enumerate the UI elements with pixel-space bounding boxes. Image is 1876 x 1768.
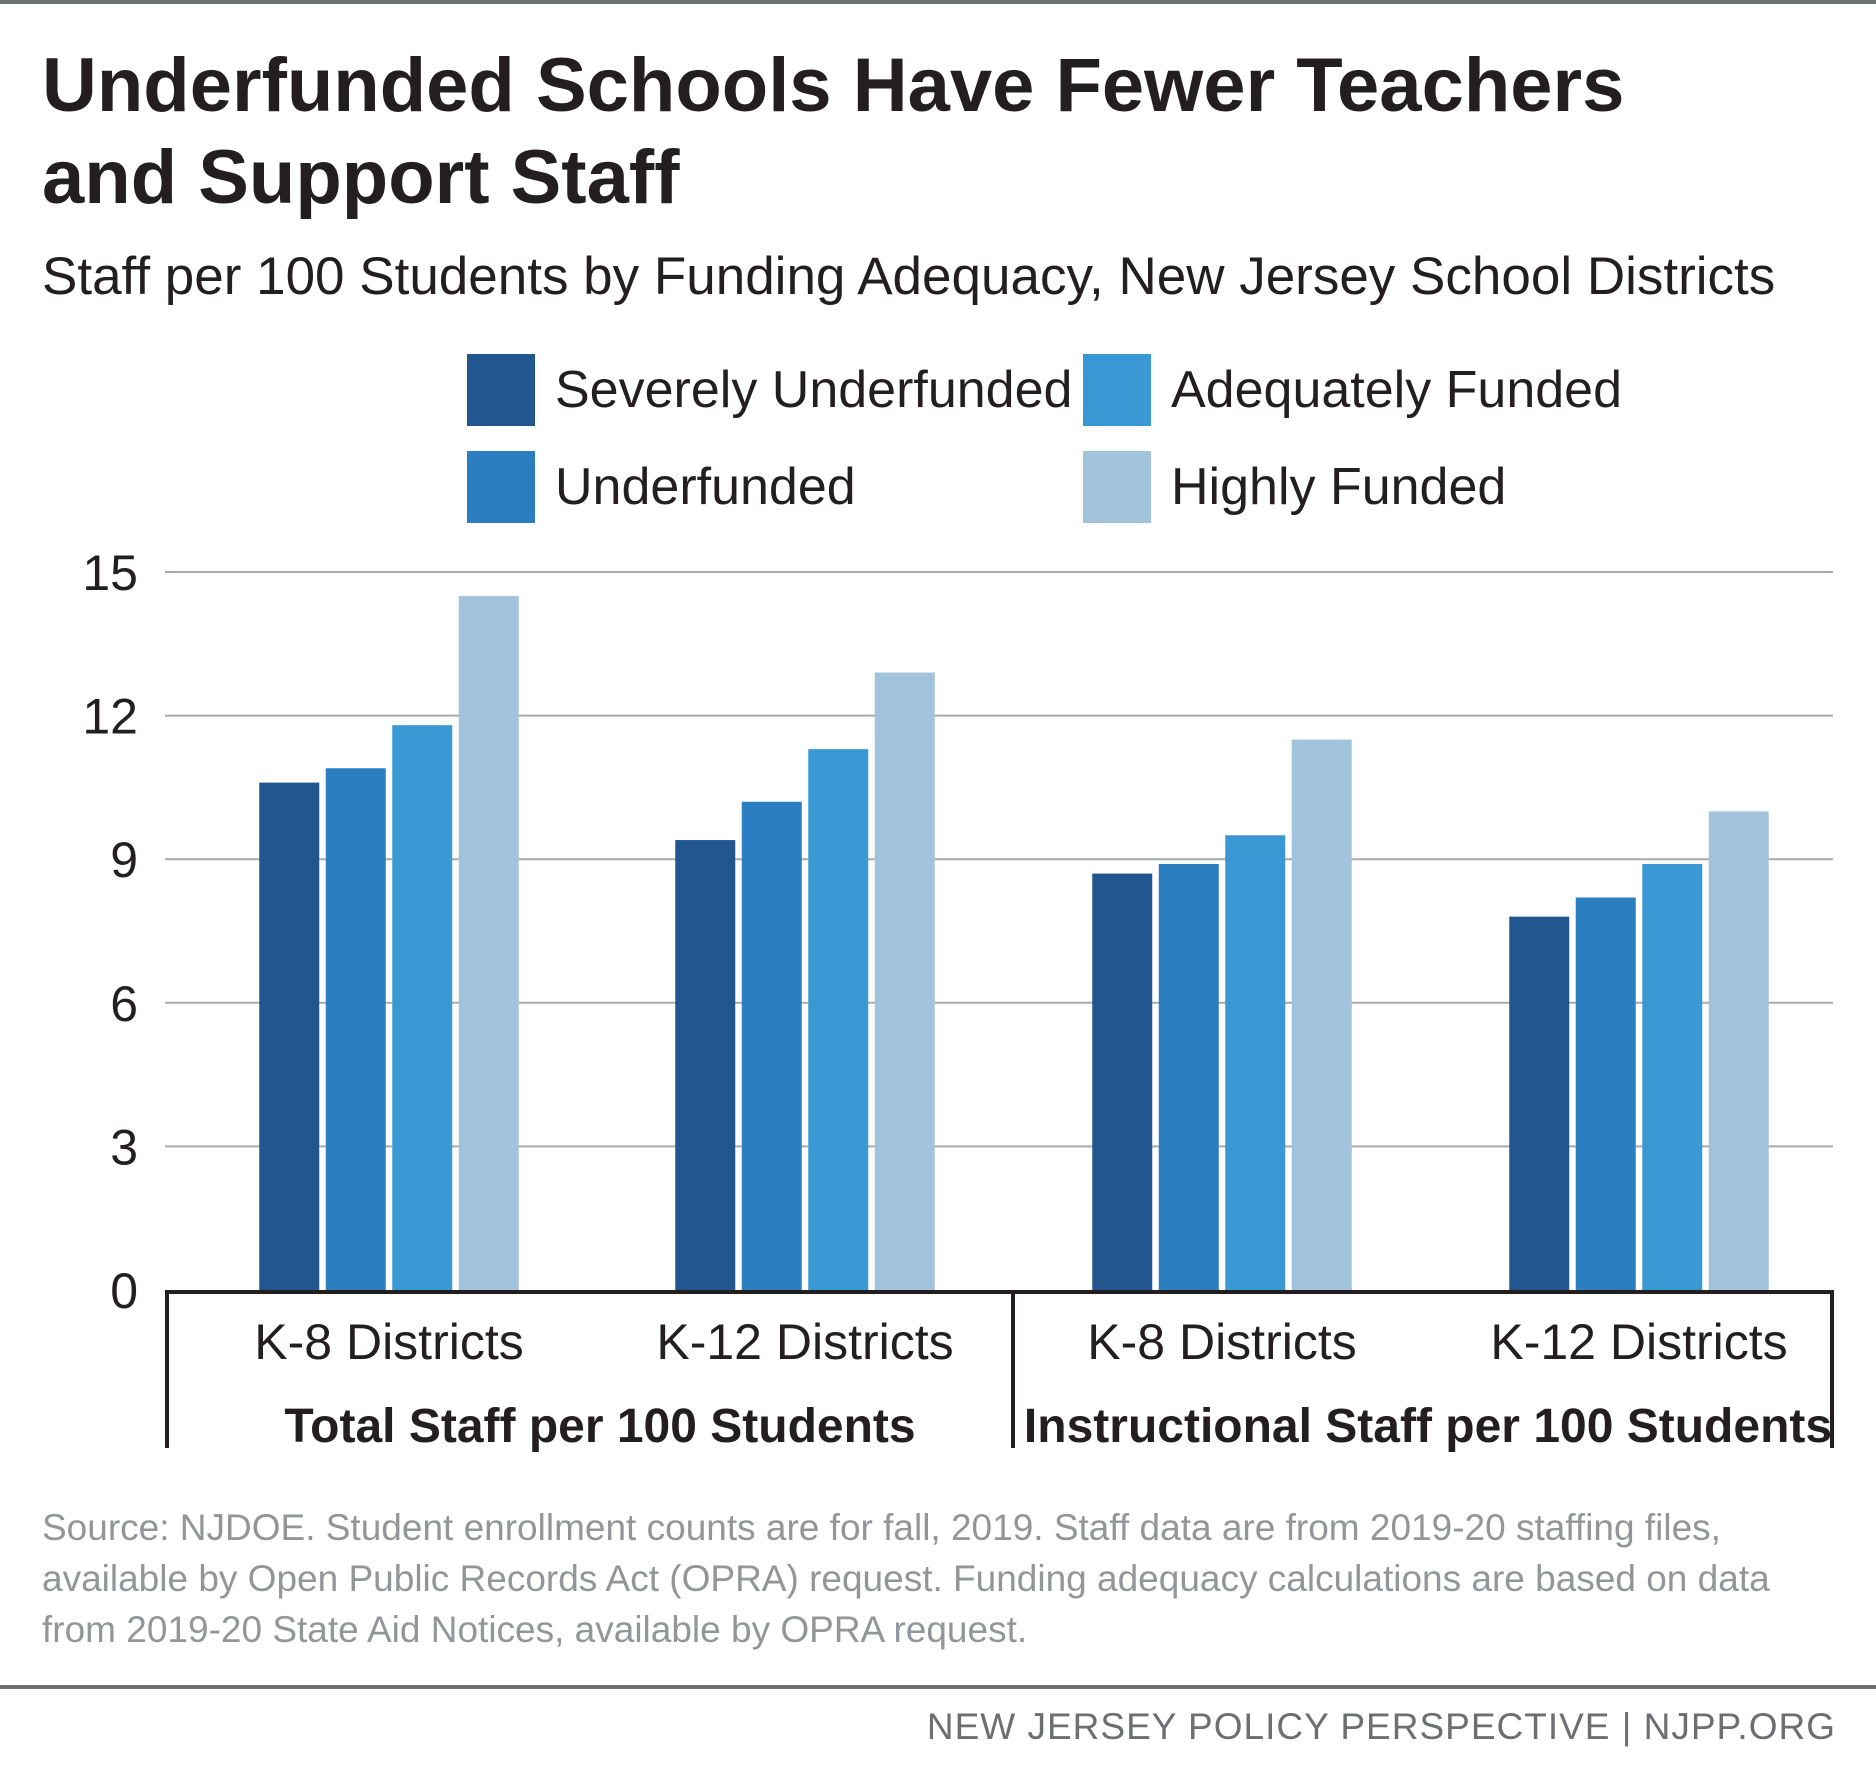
legend-swatch <box>1083 451 1151 523</box>
bar <box>675 840 736 1290</box>
y-tick-label: 0 <box>110 1263 138 1319</box>
bar <box>1158 863 1219 1290</box>
bar <box>1708 811 1769 1290</box>
legend-label: Highly Funded <box>1171 458 1507 516</box>
bar <box>1642 863 1703 1290</box>
legend-swatch <box>467 354 535 426</box>
x-group-label: Total Staff per 100 Students <box>284 1400 915 1453</box>
footer-credit: NEW JERSEY POLICY PERSPECTIVE | NJPP.ORG <box>926 1706 1836 1747</box>
legend-label: Underfunded <box>555 458 856 516</box>
legend-label: Adequately Funded <box>1171 361 1623 419</box>
x-category-label: K-12 Districts <box>1490 1314 1787 1370</box>
bar <box>392 725 453 1290</box>
bar <box>1575 897 1636 1290</box>
y-tick-label: 6 <box>110 976 138 1032</box>
bar <box>1509 916 1570 1290</box>
bar <box>874 672 935 1290</box>
bar-chart: 0 3 6 9 12 15 K-8 Districts K-12 Districts K-8 D… <box>82 545 1834 1453</box>
source-note: Source: NJDOE. Student enrollment counts… <box>42 1507 1770 1650</box>
bar <box>458 595 519 1290</box>
y-tick-label: 15 <box>82 545 138 601</box>
bar <box>1092 873 1153 1290</box>
x-category-label: K-8 Districts <box>254 1314 523 1370</box>
chart-subtitle: Staff per 100 Students by Funding Adequa… <box>42 247 1776 306</box>
bar <box>808 749 869 1290</box>
y-tick-label: 12 <box>82 689 138 745</box>
x-category-label: K-8 Districts <box>1087 1314 1356 1370</box>
chart-title: Underfunded Schools Have Fewer Teachers … <box>42 43 1625 220</box>
top-rule <box>0 0 1876 4</box>
bar <box>325 768 386 1290</box>
legend-swatch <box>1083 354 1151 426</box>
x-group-label: Instructional Staff per 100 Students <box>1024 1400 1832 1453</box>
bottom-rule <box>0 1685 1876 1689</box>
legend-swatch <box>467 451 535 523</box>
bar <box>1225 835 1286 1290</box>
bar <box>1291 739 1352 1290</box>
y-tick-label: 9 <box>110 832 138 888</box>
x-category-label: K-12 Districts <box>656 1314 953 1370</box>
bar <box>259 782 320 1290</box>
legend-label: Severely Underfunded <box>555 361 1073 419</box>
bar <box>741 801 802 1290</box>
y-tick-label: 3 <box>110 1119 138 1175</box>
